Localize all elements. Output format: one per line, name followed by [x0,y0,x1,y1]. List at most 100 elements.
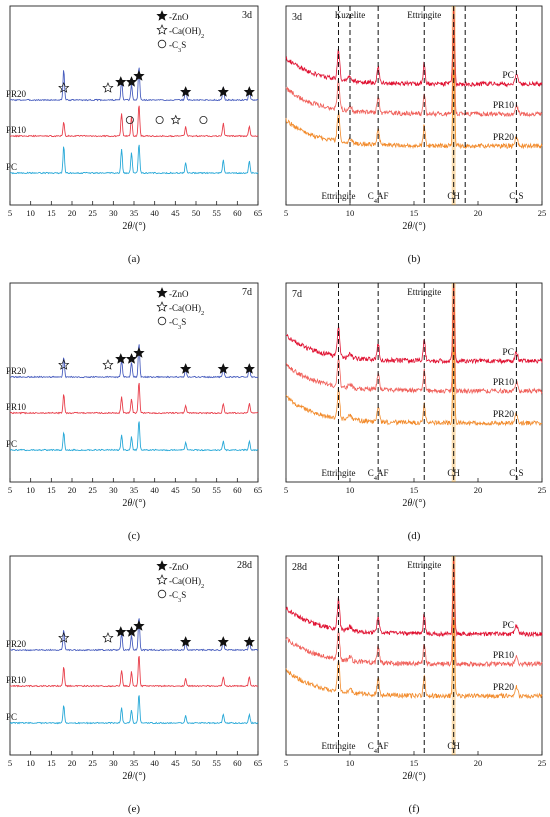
x-tick-label: 20 [68,758,77,768]
chem-part: -ZnO [169,562,189,572]
zno-marker [115,353,127,364]
x-tick-label: 35 [130,758,139,768]
chem-part: S [181,590,186,600]
age-label: 28d [292,562,307,573]
series-label-PC: PC [6,162,17,172]
series-label-PR10: PR10 [493,101,514,111]
x-axis-label-unit: /(°) [132,221,145,232]
chem-part: C [368,191,374,201]
caoh2-marker [58,632,70,643]
chem-part: -Ca(OH) [169,576,201,586]
axes: 5 10 15 20 25 2θ/(°) [284,555,546,782]
x-tick-label: 40 [150,208,159,218]
caoh2-marker [58,359,70,370]
chem-part: 4 [374,748,378,755]
chem-part: -Ca(OH) [169,26,201,36]
series-label-PR20: PR20 [493,683,514,693]
caoh2-marker [102,359,114,370]
series-line-PC [285,556,543,638]
x-tick-label: 35 [130,208,139,218]
chem-part: 2 [201,583,204,590]
guide-label-top: Ettringite [407,560,441,570]
chem-part: -ZnO [169,289,189,299]
x-tick-label: 65 [254,758,263,768]
chem-part: 3 [178,47,181,54]
guide-label-bottom: Ettringite [321,741,355,751]
legend-c3s: -C3S [169,40,186,54]
series-line-PR10 [286,310,543,395]
legend-caoh2: -Ca(OH)2 [169,26,204,40]
chem-part: Ettringite [321,191,355,201]
series-label-PR10: PR10 [6,125,27,135]
chem-part: CH [447,741,460,751]
chem-part: S [519,191,524,201]
x-tick-label: 30 [109,485,118,495]
series-line-PC [285,283,543,365]
x-axis-label: 2θ/(°) [402,221,425,232]
chem-part: 3 [178,597,181,604]
x-tick-label: 10 [346,485,355,495]
axes: 5 10 15 20 25 2θ/(°) [284,282,546,509]
chem-part: C [368,741,374,751]
chem-part: Kuzelite [335,10,366,20]
series-label-PC: PC [502,348,514,358]
chem-part: -C [169,40,178,50]
caoh2-marker [58,82,70,93]
x-axis-label-unit: /(°) [412,771,425,782]
legend-caoh2: -Ca(OH)2 [169,576,204,590]
x-axis-label-theta: θ [407,221,412,232]
x-axis-label-main: 2 [122,498,127,509]
series-line-PR10 [285,584,543,668]
axes-frame [9,5,259,206]
zno-marker [125,626,138,637]
series-label-PR10: PR10 [493,651,514,661]
series-line-PR20 [285,68,543,150]
caoh2-marker [102,82,114,93]
x-tick-label: 50 [192,485,201,495]
x-tick-label: 20 [474,758,483,768]
chem-part: 4 [374,198,378,205]
series-line-PR10 [285,33,543,118]
zno-marker [115,626,127,637]
zno-marker [180,636,192,647]
chem-part: 3 [178,324,181,331]
chem-part: S [181,40,186,50]
guide-label-bottom: Ettringite [321,191,355,201]
series-label-PR20: PR20 [493,133,514,143]
x-tick-label: 15 [410,758,419,768]
series-label-PR10: PR10 [493,378,514,388]
x-tick-label: 60 [233,208,242,218]
x-tick-label: 50 [192,758,201,768]
x-axis-label-theta: θ [407,498,412,509]
zno-legend-icon [156,287,168,298]
x-axis-label: 2θ/(°) [402,498,425,509]
legend-zno: -ZnO [169,562,189,572]
guide-label-top: Ettringite [407,10,441,20]
zno-marker [217,636,229,647]
x-tick-label: 60 [233,485,242,495]
caption-e: (e) [128,803,141,815]
chem-part: C [509,191,515,201]
caoh2-legend-icon [156,301,168,312]
x-tick-label: 20 [68,485,77,495]
series-line-PC [285,6,543,88]
axes: 5 10 15 20 25 2θ/(°) [284,5,547,232]
series-line-PR20 [9,67,259,102]
series-line-PC [9,695,259,725]
series-line-PR10 [9,382,259,415]
x-tick-label: 30 [109,758,118,768]
x-axis-label: 2θ/(°) [122,498,145,509]
zno-marker [180,86,192,97]
legend-zno: -ZnO [169,289,189,299]
x-tick-label: 5 [284,208,288,218]
chem-part: Ettringite [321,468,355,478]
x-tick-label: 15 [410,208,419,218]
c3s-marker [155,116,164,125]
x-tick-label: 25 [538,208,547,218]
zno-marker [217,86,229,97]
c3s-legend-icon [157,316,167,326]
